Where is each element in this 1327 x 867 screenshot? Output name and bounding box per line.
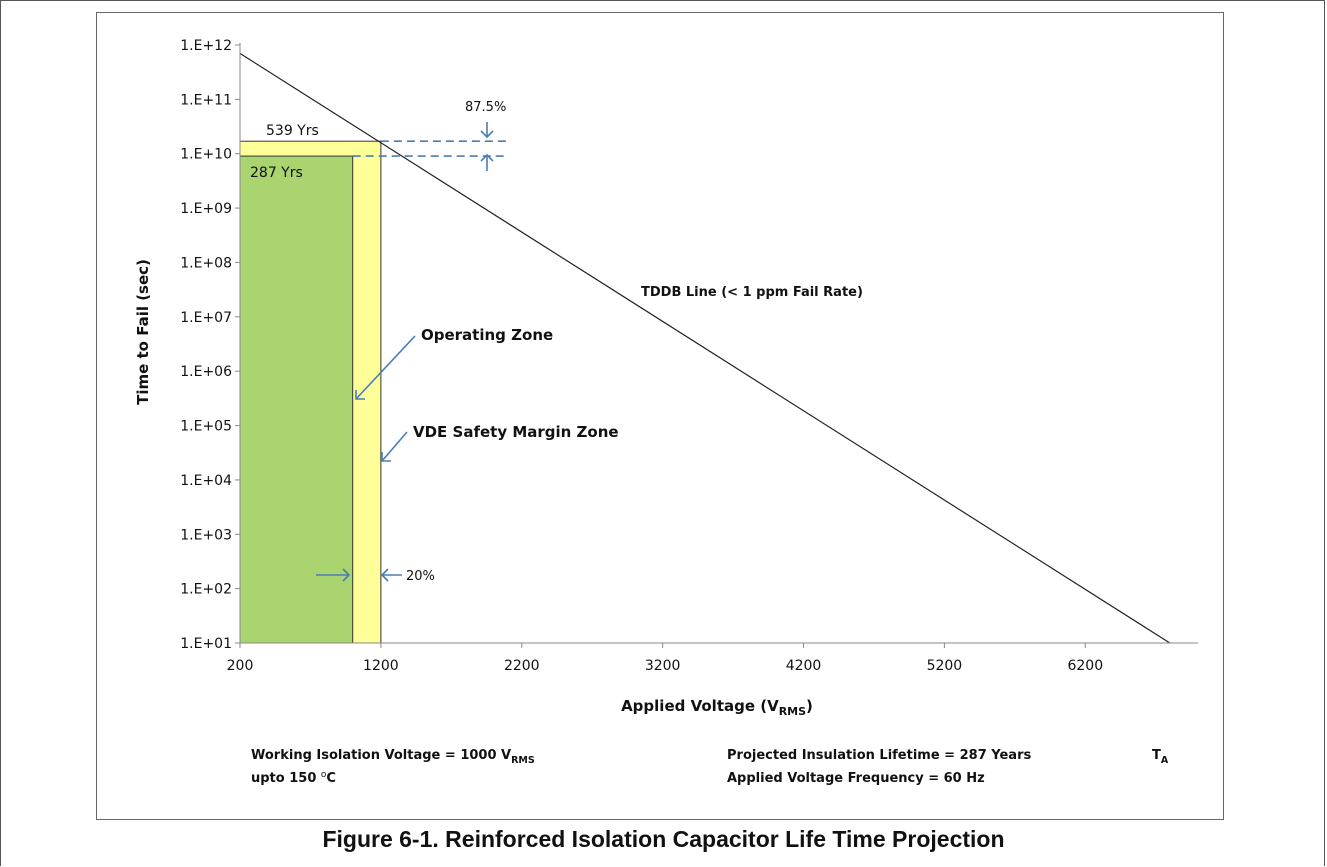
zones-layer (239, 140, 506, 644)
y-tick-label: 1.E+02 (180, 582, 232, 598)
operating-zone-arrow-head (355, 390, 365, 400)
figure-caption: Figure 6-1. Reinforced Isolation Capacit… (322, 826, 1005, 852)
yrs-539-label: 539 Yrs (266, 123, 319, 139)
applied-frequency: Applied Voltage Frequency = 60 Hz (727, 771, 985, 786)
x-tick-label: 6200 (1067, 658, 1103, 674)
y-axis-title: Time to Fail (sec) (134, 259, 152, 405)
y-tick-label: 1.E+03 (180, 527, 232, 543)
x-tick-label: 200 (227, 658, 254, 674)
axes-layer: 1.E+01 1.E+02 1.E+03 1.E+04 1.E+05 1.E+06 1.E+… (180, 38, 1198, 674)
y-tick-label: 1.E+07 (180, 310, 232, 326)
x-tick-label: 5200 (927, 658, 963, 674)
y-tick-label: 1.E+12 (180, 38, 232, 54)
y-tick-label: 1.E+11 (180, 92, 232, 108)
y-tick-label: 1.E+01 (180, 636, 232, 652)
x-axis-title: Applied Voltage (VRMS) (621, 697, 813, 718)
vde-zone-label: VDE Safety Margin Zone (413, 423, 619, 441)
projected-lifetime: Projected Insulation Lifetime = 287 Year… (727, 748, 1031, 763)
series-layer (239, 52, 1171, 644)
operating-zone (239, 155, 354, 644)
y-tick-label: 1.E+08 (180, 255, 232, 271)
y-tick-label: 1.E+09 (180, 201, 232, 217)
working-isolation-voltage: Working Isolation Voltage = 1000 VRMS (251, 748, 535, 766)
y-tick-label: 1.E+10 (180, 147, 232, 163)
margin-time-label: 87.5% (465, 100, 506, 115)
y-tick-label: 1.E+05 (180, 419, 232, 435)
operating-zone-arrow (355, 335, 416, 400)
tddb-line-label: TDDB Line (< 1 ppm Fail Rate) (641, 285, 863, 300)
tddb-series-line (239, 52, 1171, 644)
x-tick-label: 3200 (645, 658, 681, 674)
x-tick-label: 1200 (363, 658, 399, 674)
vde-zone-arrow-head (381, 452, 391, 462)
margin-voltage-label: 20% (406, 569, 435, 584)
vde-zone-arrow (381, 431, 408, 462)
annotation-arrows (316, 122, 494, 582)
operating-zone-label: Operating Zone (421, 326, 553, 344)
upto-temperature: upto 150 oC (251, 770, 336, 786)
y-tick-label: 1.E+04 (180, 473, 232, 489)
margin-time-bottom-arrow-head (480, 153, 494, 162)
x-tick-label: 2200 (504, 658, 540, 674)
y-tick-label: 1.E+06 (180, 364, 232, 380)
x-tick-label: 4200 (786, 658, 822, 674)
margin-voltage-right-arrow-head (380, 568, 389, 582)
ta-label: TA (1152, 748, 1169, 766)
yrs-287-label: 287 Yrs (250, 165, 303, 181)
margin-time-top-arrow-head (480, 130, 494, 139)
margin-voltage-left-arrow-head (342, 568, 351, 582)
